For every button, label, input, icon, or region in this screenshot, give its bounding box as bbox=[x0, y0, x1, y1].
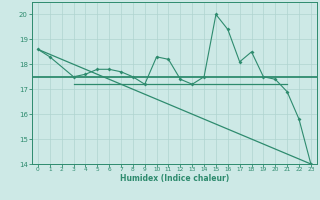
X-axis label: Humidex (Indice chaleur): Humidex (Indice chaleur) bbox=[120, 174, 229, 183]
